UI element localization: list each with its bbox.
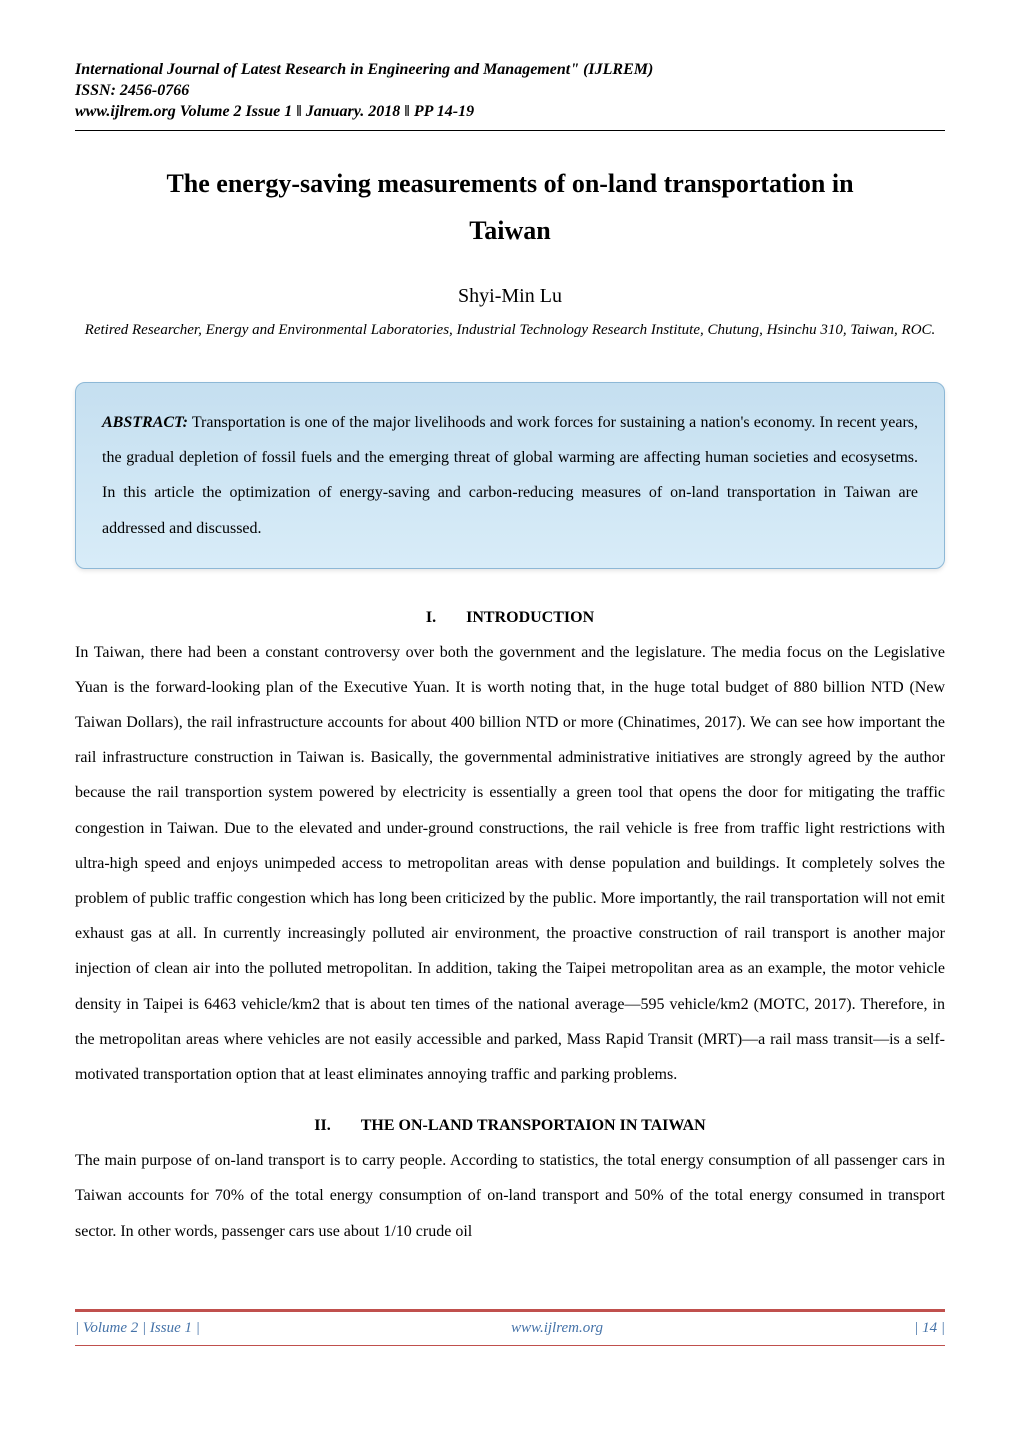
abstract-body: Transportation is one of the major livel…: [102, 414, 918, 537]
introduction-body: In Taiwan, there had been a constant con…: [75, 635, 945, 1092]
footer-divider-bottom: [75, 1345, 945, 1346]
abstract-box: ABSTRACT: Transportation is one of the m…: [75, 382, 945, 569]
volume-info: www.ijlrem.org Volume 2 Issue 1 ǁ Januar…: [75, 102, 945, 123]
footer-content: | Volume 2 | Issue 1 | www.ijlrem.org | …: [75, 1316, 945, 1341]
footer-page-number: | 14 |: [914, 1320, 945, 1337]
paper-title: The energy-saving measurements of on-lan…: [75, 161, 945, 255]
footer-divider-top: [75, 1309, 945, 1312]
page-footer: | Volume 2 | Issue 1 | www.ijlrem.org | …: [75, 1309, 945, 1346]
section-heading-introduction: I. INTRODUCTION: [75, 609, 945, 627]
section-heading-onland: II. THE ON-LAND TRANSPORTAION IN TAIWAN: [75, 1117, 945, 1135]
section-number: II.: [314, 1117, 330, 1135]
header-divider: [75, 130, 945, 131]
footer-url: www.ijlrem.org: [511, 1320, 603, 1337]
title-line-2: Taiwan: [75, 208, 945, 255]
abstract-paragraph: ABSTRACT: Transportation is one of the m…: [102, 405, 918, 546]
section-title: THE ON-LAND TRANSPORTAION IN TAIWAN: [361, 1117, 706, 1134]
title-line-1: The energy-saving measurements of on-lan…: [75, 161, 945, 208]
journal-name: International Journal of Latest Research…: [75, 60, 945, 81]
onland-body: The main purpose of on-land transport is…: [75, 1143, 945, 1249]
section-number: I.: [426, 609, 436, 627]
footer-volume-issue: | Volume 2 | Issue 1 |: [75, 1320, 200, 1337]
issn-number: ISSN: 2456-0766: [75, 81, 945, 102]
abstract-label: ABSTRACT:: [102, 414, 188, 431]
section-title: INTRODUCTION: [466, 609, 594, 626]
author-name: Shyi-Min Lu: [75, 285, 945, 308]
author-affiliation: Retired Researcher, Energy and Environme…: [75, 318, 945, 342]
page-header: International Journal of Latest Research…: [75, 60, 945, 122]
